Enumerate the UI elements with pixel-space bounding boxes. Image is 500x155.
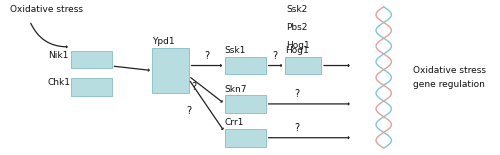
FancyBboxPatch shape bbox=[70, 78, 112, 96]
Text: Hog1: Hog1 bbox=[285, 46, 308, 55]
FancyBboxPatch shape bbox=[224, 129, 266, 147]
Text: ?: ? bbox=[191, 82, 196, 92]
Text: Chk1: Chk1 bbox=[48, 78, 71, 87]
Text: Oxidative stress: Oxidative stress bbox=[10, 5, 84, 14]
FancyBboxPatch shape bbox=[152, 48, 188, 93]
Text: ?: ? bbox=[186, 106, 191, 116]
Text: ?: ? bbox=[272, 51, 278, 61]
FancyBboxPatch shape bbox=[70, 51, 112, 68]
Text: ?: ? bbox=[204, 51, 210, 61]
FancyBboxPatch shape bbox=[285, 57, 321, 74]
Text: ?: ? bbox=[294, 123, 300, 133]
Text: Hog1: Hog1 bbox=[286, 41, 310, 50]
Text: Oxidative stress
gene regulation: Oxidative stress gene regulation bbox=[412, 66, 486, 89]
Text: Pbs2: Pbs2 bbox=[286, 23, 308, 32]
FancyBboxPatch shape bbox=[224, 95, 266, 113]
Text: Ssk2: Ssk2 bbox=[286, 4, 307, 13]
Text: Crr1: Crr1 bbox=[224, 118, 244, 127]
Text: ?: ? bbox=[294, 89, 300, 99]
Text: Nik1: Nik1 bbox=[48, 51, 68, 60]
Text: Ssk1: Ssk1 bbox=[224, 46, 246, 55]
Text: Ypd1: Ypd1 bbox=[152, 37, 175, 46]
FancyBboxPatch shape bbox=[224, 57, 266, 74]
Text: Skn7: Skn7 bbox=[224, 85, 247, 94]
